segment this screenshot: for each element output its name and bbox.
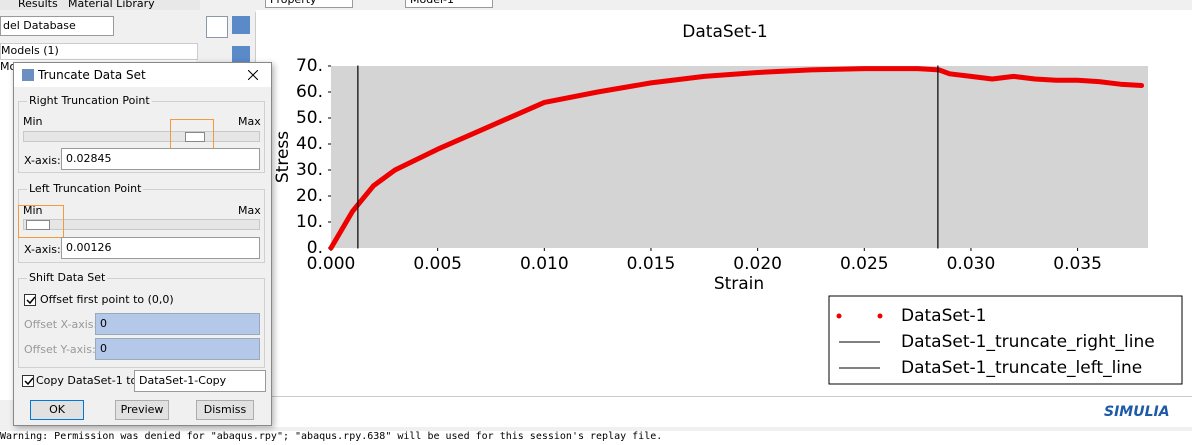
offset-y-input[interactable]: 0 xyxy=(95,338,260,360)
model-combo[interactable]: Model-1 xyxy=(405,0,493,8)
x-tick-label: 0.025 xyxy=(840,254,889,274)
y-tick-label: 40. xyxy=(296,134,323,154)
y-tick-label: 0. xyxy=(307,238,323,258)
database-combo[interactable]: del Database xyxy=(0,16,114,36)
field-label: X-axis: xyxy=(24,154,61,167)
x-tick-label: 0.015 xyxy=(627,254,676,274)
group-label: Left Truncation Point xyxy=(27,182,144,195)
tool-icon[interactable] xyxy=(206,16,228,38)
y-tick-label: 10. xyxy=(296,212,323,232)
x-axis-label: Strain xyxy=(714,274,764,294)
field-label: X-axis: xyxy=(24,243,61,256)
slider-max: Max xyxy=(238,115,261,128)
x-tick-label: 0.010 xyxy=(520,254,569,274)
preview-button[interactable]: Preview xyxy=(115,400,169,420)
checkbox-label: Offset first point to (0,0) xyxy=(40,293,174,306)
checkbox-label: Copy DataSet-1 to: xyxy=(36,374,141,387)
legend-marker xyxy=(836,313,842,319)
offset-x-input[interactable]: 0 xyxy=(95,313,260,335)
tab-strip xyxy=(0,0,200,10)
legend-label: DataSet-1 xyxy=(901,306,986,326)
y-axis-label: Stress xyxy=(273,131,293,183)
dialog-title: Truncate Data Set xyxy=(38,68,146,82)
module-combo[interactable]: Property xyxy=(265,0,353,8)
slider-min: Min xyxy=(23,204,43,217)
tab[interactable]: Material Library xyxy=(68,0,155,10)
legend xyxy=(828,295,1183,385)
slider-min: Min xyxy=(23,115,43,128)
slider-thumb[interactable] xyxy=(26,220,50,230)
close-button[interactable] xyxy=(248,70,258,80)
x-input[interactable]: 0.02845 xyxy=(61,148,260,170)
x-tick-label: 0.030 xyxy=(947,254,996,274)
y-tick-label: 50. xyxy=(296,108,323,128)
group: Right Truncation Point xyxy=(18,94,265,173)
legend-label: DataSet-1_truncate_right_line xyxy=(901,332,1155,352)
slider-track[interactable] xyxy=(23,131,260,142)
copy-input[interactable]: DataSet-1-Copy xyxy=(134,370,266,392)
x-tick-label: 0.035 xyxy=(1053,254,1102,274)
y-tick-label: 20. xyxy=(296,186,323,206)
tree-label: Models (1) xyxy=(1,44,59,57)
plot-area xyxy=(331,66,1148,248)
chart-title: DataSet-1 xyxy=(682,22,767,42)
group-label: Right Truncation Point xyxy=(27,94,152,107)
tree-row: Models (1) xyxy=(0,43,198,60)
x-tick-label: 0.005 xyxy=(413,254,462,274)
status-line: Warning: Permission was denied for "abaq… xyxy=(0,431,1192,445)
x-input[interactable]: 0.00126 xyxy=(61,237,260,259)
checkbox[interactable] xyxy=(22,375,34,387)
dialog: Truncate Data Set Right Truncation Point… xyxy=(13,62,272,426)
slider-max: Max xyxy=(238,204,261,217)
x-tick-label: 0.020 xyxy=(733,254,782,274)
slider-track[interactable] xyxy=(23,219,260,230)
legend-label: DataSet-1_truncate_left_line xyxy=(901,358,1142,378)
tool-icon[interactable] xyxy=(232,16,250,34)
y-tick-label: 70. xyxy=(296,56,323,76)
field-label: Offset X-axis: xyxy=(24,318,98,331)
highlight xyxy=(18,205,64,238)
ok-button[interactable]: OK xyxy=(30,400,84,420)
group: Shift Data Set xyxy=(18,271,265,368)
dismiss-button[interactable]: Dismiss xyxy=(196,400,254,420)
chart: DataSet-1 Strain Stress 0. 10. 20. 30. 40. 50… xyxy=(256,10,1192,396)
y-tick-label: 30. xyxy=(296,160,323,180)
data-line xyxy=(328,66,1145,251)
checkbox[interactable] xyxy=(24,294,36,306)
x-tick-label: 0.000 xyxy=(307,254,356,274)
group-label: Shift Data Set xyxy=(27,271,108,284)
y-tick-label: 60. xyxy=(296,82,323,102)
field-label: Offset Y-axis: xyxy=(24,343,96,356)
title-bar: Truncate Data Set xyxy=(14,63,271,87)
legend-marker xyxy=(877,313,883,319)
slider-thumb[interactable] xyxy=(185,132,205,142)
tab[interactable]: Results xyxy=(18,0,58,10)
brand-logo: SIMULIA xyxy=(1104,404,1170,420)
dialog-icon xyxy=(22,69,34,81)
footer xyxy=(256,396,1192,427)
tool-icon[interactable] xyxy=(232,46,250,64)
